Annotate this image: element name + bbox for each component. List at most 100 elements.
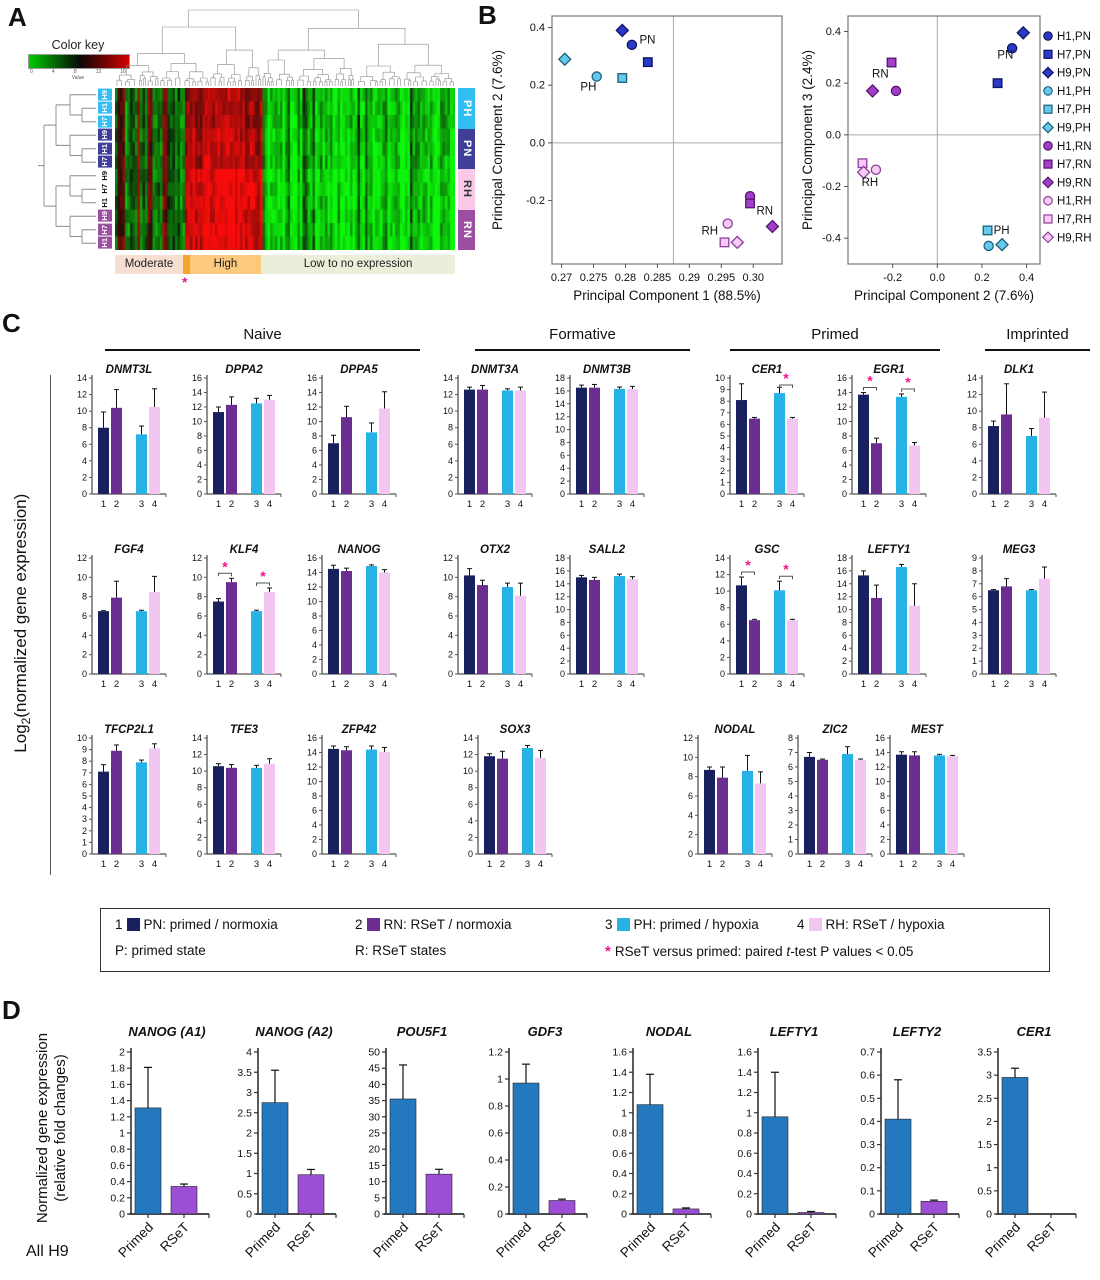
y-tick: 12 [555, 412, 565, 422]
bar-MEG3-2 [1001, 586, 1012, 674]
y-tick: 3.5 [977, 1047, 992, 1059]
legend-text: RN: RSeT / normoxia [383, 917, 512, 932]
y-tick: 4 [197, 460, 202, 470]
x-tick: 4 [152, 499, 157, 510]
y-tick: 2 [246, 1128, 252, 1140]
bar-DNMT3A-3 [502, 390, 513, 494]
chart-title-DPPA5: DPPA5 [340, 364, 378, 376]
y-tick-label: -0.2 [822, 181, 841, 193]
y-tick: 8 [197, 783, 202, 793]
heatmap-group-label-RN: RN [458, 209, 475, 250]
y-tick: 12 [443, 553, 453, 563]
gene-chart-DLK1: DLK1 0 2 4 6 8 10 12 14 1 2 3 4 [952, 362, 1070, 525]
y-tick: 6 [82, 611, 87, 621]
y-tick: 16 [555, 566, 565, 576]
bar-SALL2-2 [589, 579, 600, 674]
bar-DPPA2-3 [251, 403, 262, 494]
y-tick: 12 [715, 570, 725, 580]
pca-annotation-PH: PH [994, 225, 1010, 237]
y-tick: 0 [246, 1209, 252, 1221]
color-key-ticks: 0 4 8 12 16 [28, 69, 128, 75]
y-tick: 10 [875, 777, 885, 787]
y-tick: 0 [880, 849, 885, 859]
bar-MEG3-4 [1039, 578, 1050, 674]
bar-KLF4-4 [264, 591, 275, 674]
y-tick: 5 [720, 431, 725, 441]
row-label-RH-H7: H7 [100, 184, 109, 195]
y-tick: 8 [788, 733, 793, 743]
y-tick: 10 [837, 417, 847, 427]
y-tick: 4 [788, 791, 793, 801]
y-tick: 8 [312, 431, 317, 441]
y-tick: 2 [986, 1116, 992, 1128]
chart-title-MEST: MEST [911, 724, 944, 736]
bar-MEST-2 [909, 755, 920, 854]
legend-marker-H7,PN [1043, 49, 1053, 59]
bar-GSC-2 [749, 620, 760, 674]
legend-swatch [616, 918, 630, 931]
x-tick: 3 [1029, 679, 1034, 690]
y-tick: 6 [972, 439, 977, 449]
y-tick: 10 [555, 425, 565, 435]
x-cat-label-RSeT: RSeT [535, 1220, 570, 1255]
x-cat-label-RSeT: RSeT [412, 1220, 447, 1255]
x-tick-label: 0.295 [708, 272, 736, 284]
bar-ZIC2-3 [842, 753, 853, 854]
x-tick: 4 [790, 679, 795, 690]
y-tick: 10 [192, 417, 202, 427]
y-tick: 8 [842, 431, 847, 441]
y-tick: 0.8 [110, 1144, 125, 1156]
y-tick-label: 0.0 [530, 137, 545, 149]
qpcr-chart-LEFTY2: LEFTY2 0 0.1 0.2 0.3 0.4 0.5 0.6 0.7 Primed RSeT [845, 1022, 965, 1280]
x-axis-label: Principal Component 2 (7.6%) [854, 288, 1034, 303]
pca-point-H7,RN [886, 57, 897, 68]
y-tick: 0 [312, 669, 317, 679]
gene-chart-GSC: GSC 0 2 4 6 8 10 12 14 1 2 3 4 * * [700, 542, 818, 705]
qpcr-chart-POU5F1: POU5F1 0 5 10 15 20 25 30 35 40 45 50 Primed RSeT [350, 1022, 470, 1280]
y-tick: 4 [842, 643, 847, 653]
heatmap-group-labels: PH PN RH RN [458, 88, 475, 250]
legend-text: PH: primed / hypoxia [633, 917, 759, 932]
y-tick: 6 [468, 799, 473, 809]
y-tick: 0 [312, 489, 317, 499]
group-header-imprinted: Imprinted [985, 326, 1090, 351]
x-tick: 2 [752, 679, 757, 690]
x-tick: 4 [382, 859, 387, 870]
row-dendrogram [38, 94, 96, 244]
bar-NANOG_A1-Primed [134, 1107, 162, 1215]
y-tick: 12 [875, 762, 885, 772]
bar-ZFP42-3 [366, 749, 377, 854]
x-tick: 4 [912, 679, 917, 690]
bar-TFE3-1 [213, 766, 224, 854]
gene-chart-TFCP2L1: TFCP2L1 0 1 2 3 4 5 6 7 8 9 10 1 2 3 4 [62, 722, 180, 885]
chart-title-NODAL: NODAL [715, 724, 756, 736]
panel-b-label: B [478, 0, 497, 30]
x-tick: 2 [874, 679, 879, 690]
significance-star: * [783, 370, 789, 386]
x-tick: 1 [216, 499, 221, 510]
chart-title-ZFP42: ZFP42 [341, 724, 377, 736]
y-tick: 0.2 [110, 1192, 125, 1204]
x-tick: 4 [382, 679, 387, 690]
x-tick-label: 0.29 [679, 272, 700, 284]
bar-CER1-2 [749, 418, 760, 494]
star-icon: * [605, 943, 611, 960]
y-tick: 1.4 [737, 1067, 752, 1079]
y-tick: 6 [842, 446, 847, 456]
x-tick: 2 [480, 679, 485, 690]
pca-annotation-RH: RH [701, 225, 718, 237]
y-tick: 10 [683, 752, 693, 762]
pca-point-H7,RH [719, 237, 730, 248]
y-tick: 8 [448, 592, 453, 602]
x-tick: 2 [114, 499, 119, 510]
x-tick: 1 [861, 679, 866, 690]
y-tick: 16 [307, 553, 317, 563]
x-tick: 1 [739, 679, 744, 690]
y-tick: 6 [448, 439, 453, 449]
y-tick: 6 [82, 439, 87, 449]
bar-GDF3-Primed [512, 1082, 540, 1215]
y-tick: 2 [720, 652, 725, 662]
bar-NODAL-4 [755, 783, 766, 854]
bar-ZFP42-2 [341, 750, 352, 854]
bar-LEFTY1-1 [858, 575, 869, 674]
